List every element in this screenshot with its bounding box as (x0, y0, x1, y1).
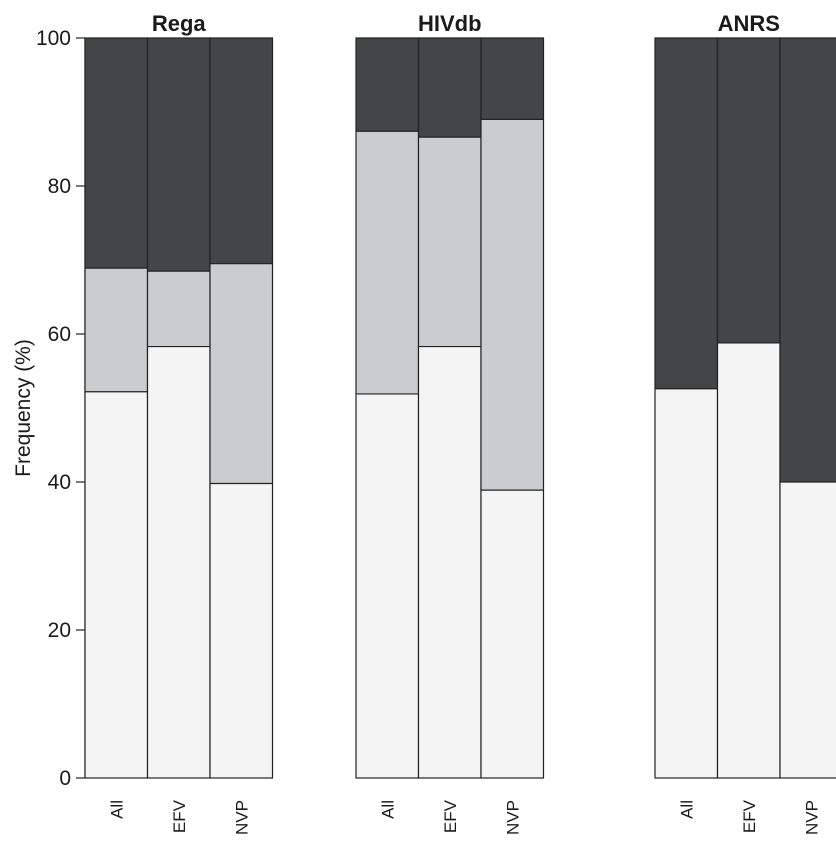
y-tick-label: 20 (48, 619, 71, 642)
bar-segment-bottom (655, 388, 718, 778)
category-label: All (107, 800, 126, 819)
panel-hivdb: HIVdb All EFV NVP (355, 11, 545, 835)
bar-segment-top (717, 38, 780, 343)
bar-segment-top (147, 38, 210, 272)
bar-segment-top (780, 38, 836, 482)
category-label: All (677, 800, 696, 819)
bar-segment-bottom (780, 482, 836, 778)
bar-segment-middle (85, 268, 148, 392)
category-label: EFV (441, 799, 460, 833)
panel-rega: Rega All EFV NVP (84, 11, 274, 835)
y-tick-label: 60 (48, 323, 71, 346)
y-axis: 0 20 40 60 80 100 (36, 27, 86, 790)
bar-segment-top (85, 38, 148, 269)
chart-panels: Rega All EFV NVP HIVdb All EFV NVP ANRS All EFV NVP (84, 11, 836, 835)
bar-segment-bottom (481, 490, 544, 778)
y-tick-label: 100 (36, 27, 71, 50)
bar-segment-top (655, 38, 718, 389)
y-tick-label: 40 (48, 471, 71, 494)
bar-segment-bottom (418, 346, 481, 778)
category-label: NVP (503, 800, 522, 835)
bar-segment-top (356, 38, 419, 132)
bar-segment-middle (210, 263, 273, 484)
bar-segment-top (481, 38, 544, 120)
category-label: All (378, 800, 397, 819)
bar-segment-bottom (356, 393, 419, 778)
bar-outline (480, 37, 545, 779)
category-label: EFV (740, 799, 759, 833)
panel-title: HIVdb (418, 11, 482, 36)
bar-segment-middle (481, 119, 544, 491)
y-tick-label: 80 (48, 175, 71, 198)
y-tick-label: 0 (59, 767, 71, 790)
bar-segment-middle (418, 137, 481, 347)
bar-segment-bottom (210, 483, 273, 778)
panel-title: ANRS (718, 11, 780, 36)
bar-segment-middle (356, 131, 419, 394)
panel-anrs: ANRS All EFV NVP (654, 11, 836, 835)
category-label: NVP (802, 800, 821, 835)
bar-segment-top (210, 38, 273, 264)
bar-segment-bottom (147, 346, 210, 778)
bar-outline (779, 37, 836, 779)
panel-title: Rega (152, 11, 207, 36)
bar-segment-bottom (717, 342, 780, 778)
category-label: NVP (232, 800, 251, 835)
bar-outline (209, 37, 274, 779)
bar-segment-top (418, 38, 481, 138)
category-label: EFV (170, 799, 189, 833)
y-axis-title: Frequency (%) (12, 339, 35, 477)
bar-segment-bottom (85, 391, 148, 778)
bar-segment-middle (147, 271, 210, 347)
